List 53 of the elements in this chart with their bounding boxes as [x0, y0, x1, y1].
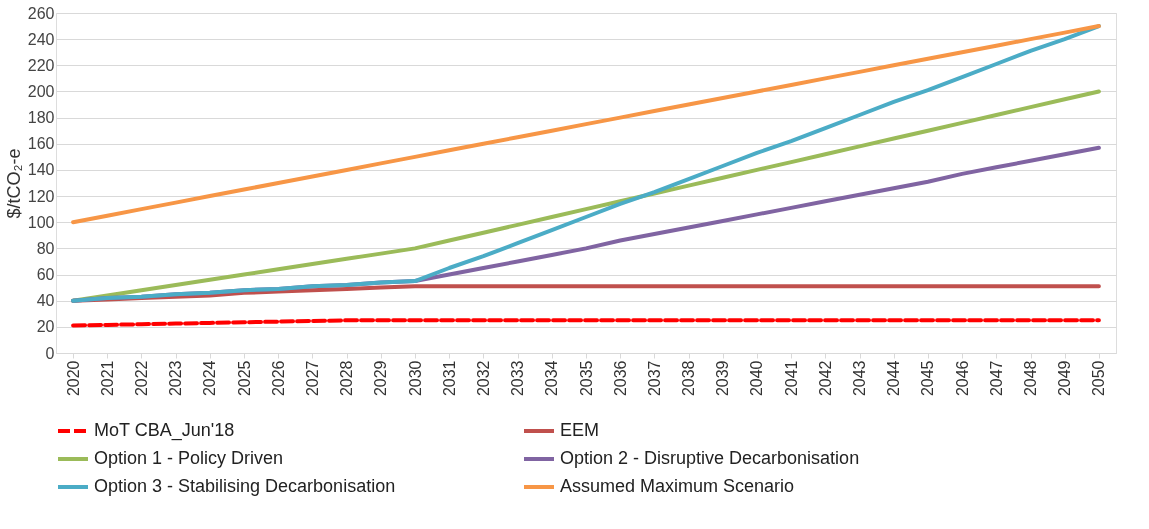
- x-tick-label: 2039: [714, 360, 732, 397]
- y-tick-label: 100: [27, 213, 55, 231]
- y-tick-label: 240: [27, 30, 55, 48]
- x-tick-label: 2045: [919, 360, 937, 397]
- legend-label: EEM: [560, 420, 600, 440]
- x-tick-label: 2044: [885, 360, 903, 397]
- x-tick-label: 2038: [680, 360, 698, 397]
- x-tick-label: 2031: [440, 360, 458, 397]
- legend-label: Assumed Maximum Scenario: [560, 476, 795, 496]
- y-tick-label: 0: [45, 344, 55, 362]
- x-tick-label: 2028: [338, 360, 356, 397]
- x-tick-label: 2048: [1022, 360, 1040, 397]
- x-tick-label: 2020: [64, 360, 82, 397]
- x-tick-label: 2030: [406, 360, 424, 397]
- y-tick-label: 200: [27, 82, 55, 100]
- legend-label: Option 1 - Policy Driven: [94, 448, 284, 468]
- x-tick-label: 2035: [577, 360, 595, 397]
- x-tick-label: 2047: [987, 360, 1005, 397]
- y-tick-label: 120: [27, 187, 55, 205]
- x-tick-label: 2029: [372, 360, 390, 397]
- x-tick-label: 2032: [474, 360, 492, 397]
- legend-label: Option 3 - Stabilising Decarbonisation: [94, 476, 396, 496]
- x-tick-label: 2026: [269, 360, 287, 397]
- y-tick-label: 140: [27, 161, 55, 179]
- x-tick-label: 2050: [1090, 360, 1108, 397]
- x-tick-label: 2042: [816, 360, 834, 397]
- y-tick-label: 20: [36, 318, 55, 336]
- x-tick-label: 2027: [303, 360, 321, 397]
- x-tick-label: 2036: [611, 360, 629, 397]
- y-tick-label: 260: [27, 4, 55, 22]
- x-tick-label: 2041: [782, 360, 800, 397]
- x-tick-label: 2049: [1056, 360, 1074, 397]
- x-tick-label: 2037: [645, 360, 663, 397]
- line-series: [71, 24, 1101, 225]
- y-tick-label: 60: [36, 266, 55, 284]
- legend-label: Option 2 - Disruptive Decarbonisation: [560, 448, 860, 468]
- y-tick-label: 180: [27, 109, 55, 127]
- x-tick-label: 2023: [167, 360, 185, 397]
- x-tick-label: 2040: [748, 360, 766, 397]
- x-tick-label: 2033: [509, 360, 527, 397]
- x-tick-label: 2025: [235, 360, 253, 397]
- y-tick-label: 80: [36, 239, 55, 257]
- x-tick-label: 2046: [953, 360, 971, 397]
- x-tick-label: 2034: [543, 360, 561, 397]
- y-tick-label: 40: [36, 292, 55, 310]
- x-tick-label: 2021: [98, 360, 116, 397]
- y-axis-title: $/tCO₂-e: [3, 148, 24, 219]
- y-tick-label: 220: [27, 56, 55, 74]
- x-tick-label: 2043: [851, 360, 869, 397]
- x-tick-label: 2024: [201, 360, 219, 397]
- x-tick-label: 2022: [132, 360, 150, 397]
- legend-label: MoT CBA_Jun'18: [94, 420, 235, 441]
- y-tick-label: 160: [27, 135, 55, 153]
